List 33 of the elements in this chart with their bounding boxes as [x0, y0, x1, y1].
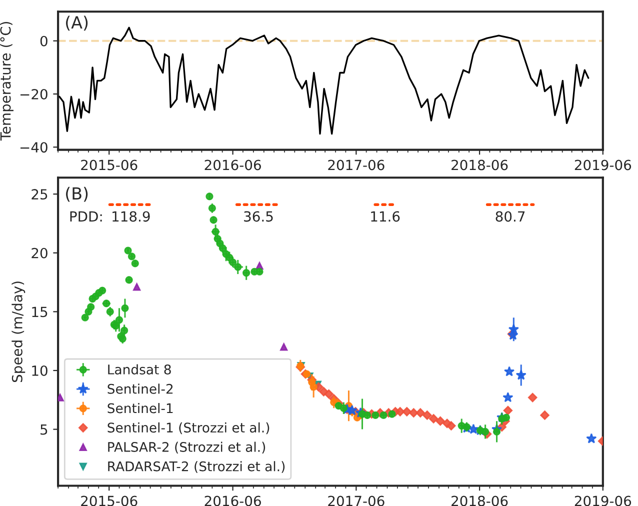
y-tick-label: 0: [40, 36, 48, 46]
legend-label: RADARSAT-2 (Strozzi et al.): [108, 461, 285, 473]
y-tick-label: 10: [32, 365, 48, 376]
y-tick-label: 20: [32, 248, 48, 258]
annotation: 80.7: [496, 211, 525, 222]
annotation: 11.6: [371, 211, 400, 222]
legend-label: Landsat 8: [108, 364, 171, 374]
x-tick-label: 2019-06: [574, 160, 632, 170]
y-tick-label: 15: [32, 306, 48, 318]
y-axis-title: Speed (m/day): [12, 282, 26, 382]
y-tick-label: 25: [32, 189, 48, 200]
y-tick-label: 5: [40, 424, 48, 435]
legend-label: Sentinel-1 (Strozzi et al.): [108, 422, 270, 434]
x-tick-label: 2016-06: [204, 160, 261, 170]
x-tick-label: 2017-06: [328, 496, 384, 506]
annotation: 36.5: [244, 211, 273, 222]
x-tick-label: 2019-06: [574, 496, 632, 506]
y-tick-label: −20: [20, 88, 48, 100]
legend-label: PALSAR-2 (Strozzi et al.): [108, 442, 266, 454]
x-tick-label: 2016-06: [204, 496, 261, 506]
annotation: (A): [66, 16, 88, 31]
y-tick-label: −40: [20, 142, 48, 153]
annotation: (B): [66, 186, 88, 202]
annotation: PDD:: [70, 211, 102, 222]
x-tick-label: 2018-06: [452, 496, 508, 506]
annotation: 118.9: [112, 211, 150, 222]
legend-label: Sentinel-1: [108, 403, 173, 414]
x-tick-label: 2017-06: [328, 160, 384, 170]
legend-label: Sentinel-2: [108, 384, 173, 394]
x-tick-label: 2015-06: [81, 496, 138, 506]
x-tick-label: 2018-06: [452, 160, 508, 170]
y-axis-title: Temperature (°C): [0, 22, 14, 141]
x-tick-label: 2015-06: [81, 160, 138, 170]
